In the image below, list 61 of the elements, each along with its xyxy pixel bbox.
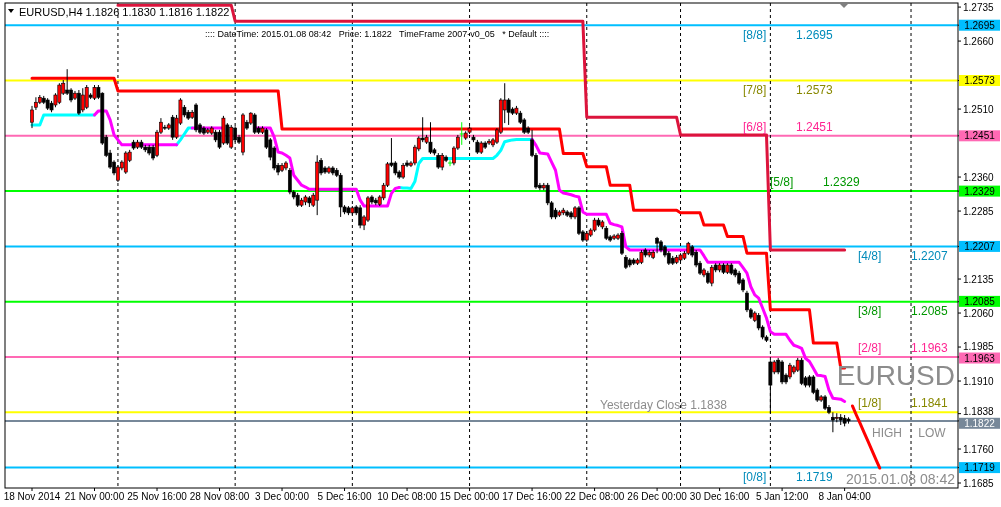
y-tick-label: 1.1822 [964,417,996,429]
candlestick [655,236,659,254]
x-tick-label: 22 Dec 08:00 [564,491,625,502]
candlestick [447,159,453,167]
y-tick-label: 1.2207 [964,240,996,252]
y-tick-label: 1.2660 [963,35,995,47]
text: [2/8] 1.1963 [858,341,948,355]
y-tick-label: 1.2510 [963,103,995,115]
chart-title: EURUSD,H4 1.1826 1.1830 1.1816 1.1822 [19,6,230,18]
x-tick-label: 17 Dec 16:00 [502,491,563,502]
x-tick-label: 21 Nov 00:00 [64,491,125,502]
candlestick [620,230,624,256]
annotation: Yesterday Close 1.1838 [600,397,728,412]
text: [6/8] 1.2451 [743,119,833,134]
x-tick-label: 30 Dec 16:00 [689,491,750,502]
y-tick-label: 1.1760 [963,443,995,455]
y-tick-label: 1.2735 [963,1,995,13]
x-tick-label: 15 Dec 00:00 [439,491,500,502]
y-tick-label: 1.2573 [964,75,996,87]
y-tick-label: 1.1963 [964,352,996,364]
text: [0/8] 1.1719 [743,470,833,485]
x-tick-label: 10 Dec 08:00 [377,491,438,502]
x-tick-label: 5 Jan 12:00 [755,491,809,502]
candlestick [780,359,784,385]
text: [1/8] 1.1841 [858,396,948,411]
annotation: 2015.01.08 08:42 [846,471,956,487]
y-tick-label: 1.2695 [964,19,996,31]
y-tick-label: 1.2060 [963,307,995,319]
candlestick [487,138,491,146]
y-tick-label: 1.2329 [964,185,996,197]
candlestick [57,82,62,105]
text: [4/8] 1.2207 [858,248,948,263]
y-tick-label: 1.1985 [963,340,995,352]
y-tick-label: 1.1838 [963,405,995,417]
y-tick-label: 1.2285 [963,205,995,217]
x-tick-label: 28 Nov 08:00 [189,491,250,502]
candlestick [84,84,89,110]
x-tick-label: 3 Dec 00:00 [255,491,310,502]
text: [3/8] 1.2085 [858,304,948,319]
annotation: EURUSD [836,360,955,391]
candlestick [77,89,81,116]
y-tick-label: 1.2451 [964,130,996,142]
x-tick-label: 5 Dec 16:00 [317,491,372,502]
x-tick-label: 8 Jan 04:00 [818,491,872,502]
annotation: HIGH [872,426,902,440]
x-tick-label: 26 Dec 00:00 [627,491,688,502]
y-tick-label: 1.2135 [963,273,995,285]
text: [7/8] 1.2573 [743,83,833,98]
y-tick-label: 1.1685 [963,477,995,489]
text: [5/8] 1.2329 [770,175,860,190]
candlestick [80,87,85,113]
y-tick-label: 1.1910 [963,375,995,387]
text: [8/8] 1.2695 [743,27,833,42]
y-tick-label: 1.1719 [964,462,996,474]
x-tick-label: 25 Nov 16:00 [127,491,188,502]
annotation: :::: DateTime: 2015.01.08 08:42 Price: 1.1822 TimeFrame 2007-v0_05 * Default :::: [205,29,550,39]
candlestick [831,411,835,433]
annotation: LOW [918,426,947,440]
y-tick-label: 1.2085 [964,295,996,307]
y-tick-label: 1.2360 [963,171,995,183]
x-tick-label: 18 Nov 2014 [3,491,61,502]
